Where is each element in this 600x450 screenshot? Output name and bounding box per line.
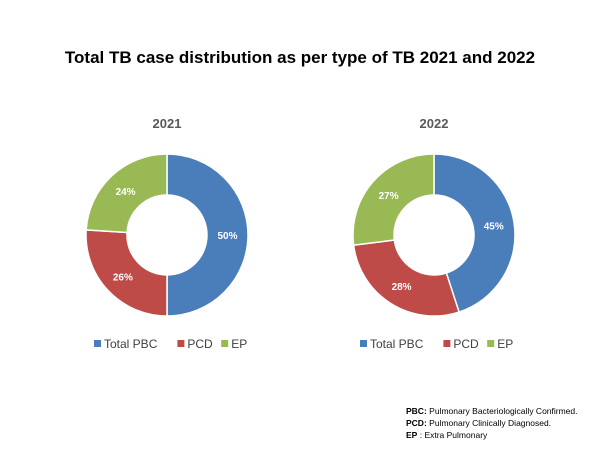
data-label: 27% (379, 191, 399, 202)
legend-label: EP (231, 337, 247, 351)
legend-swatch (177, 340, 185, 347)
data-label: 28% (392, 282, 412, 293)
data-label: 45% (484, 222, 504, 233)
legend-label: Total PBC (104, 337, 158, 351)
footnote-text: : Extra Pulmonary (419, 430, 488, 440)
data-label: 24% (116, 187, 136, 198)
legend-swatch (487, 340, 495, 347)
legend-swatch (360, 340, 367, 347)
legend-label: Total PBC (370, 337, 424, 351)
donut-slice-pcd (352, 239, 460, 317)
footnote-row-pbc: PBC: Pulmonary Bacteriologically Confirm… (406, 405, 578, 417)
footnote-row-ep: EP : Extra Pulmonary (406, 429, 578, 441)
footnote-row-pcd: PCD: Pulmonary Clinically Diagnosed. (406, 417, 578, 429)
footnote-abbr: EP (406, 430, 418, 440)
legend-swatch (221, 340, 229, 347)
legend-label: EP (497, 337, 513, 351)
legend-swatch (94, 340, 101, 347)
donut-chart-2022: 2022 45% 28% 27% Total PBC PCD EP (352, 116, 516, 351)
footnote-abbr: PCD: (406, 418, 427, 428)
legend-swatch (443, 340, 451, 347)
donut-slice-pcd (85, 229, 168, 317)
donut-title: 2022 (420, 116, 449, 131)
donut-slice-total-pbc (166, 153, 249, 317)
footnote-text: Pulmonary Clinically Diagnosed. (429, 418, 552, 428)
data-label: 26% (113, 272, 133, 283)
legend-label: PCD (453, 337, 479, 351)
chart-title: Total TB case distribution as per type o… (64, 48, 536, 67)
donut-slice-total-pbc (433, 153, 516, 313)
data-label: 50% (217, 231, 237, 242)
donut-chart-2021: 2021 50% 26% 24% Total PBC PCD EP (85, 116, 249, 351)
donut-title: 2021 (153, 116, 182, 131)
legend-label: PCD (187, 337, 213, 351)
footnote-text: Pulmonary Bacteriologically Confirmed. (429, 406, 578, 416)
donut-slice-ep (85, 153, 168, 234)
footnote: PBC: Pulmonary Bacteriologically Confirm… (406, 405, 578, 441)
donut-slice-ep (352, 153, 435, 246)
footnote-abbr: PBC: (406, 406, 427, 416)
